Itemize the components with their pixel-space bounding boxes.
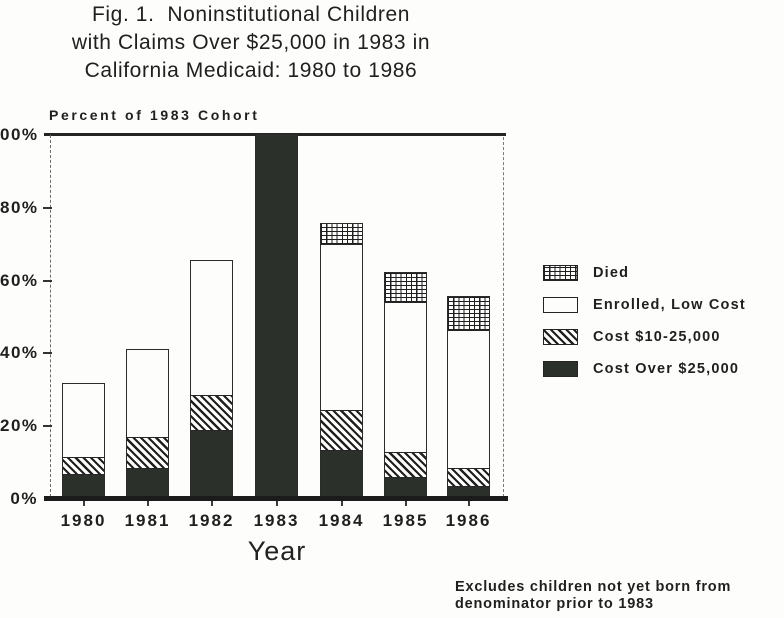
bar-1982-segment-diagonal bbox=[191, 395, 232, 430]
x-tick-label-1983: 1983 bbox=[253, 511, 300, 530]
x-tick-label-1986: 1986 bbox=[445, 511, 492, 530]
bar-1980 bbox=[62, 383, 105, 499]
bar-1985-segment-solid bbox=[385, 477, 426, 499]
bar-1984-segment-open bbox=[321, 244, 362, 410]
bar-1986-segment-diagonal bbox=[448, 468, 489, 487]
x-tick-mark-1983 bbox=[275, 501, 278, 506]
y-tick-label-40: 40% bbox=[0, 343, 39, 363]
x-tick-label-1982: 1982 bbox=[188, 511, 235, 530]
bar-1986-segment-open bbox=[448, 329, 489, 469]
bar-1984-segment-diagonal bbox=[321, 409, 362, 450]
legend-item: Enrolled, Low Cost bbox=[543, 297, 746, 313]
bar-1986-segment-solid bbox=[448, 486, 489, 499]
bar-1984-segment-grid bbox=[321, 224, 362, 245]
x-tick-mark-1980 bbox=[82, 501, 85, 506]
bar-1984 bbox=[320, 223, 363, 499]
bar-1982 bbox=[190, 259, 233, 499]
x-tick-label-1984: 1984 bbox=[318, 511, 365, 530]
x-tick-mark-1981 bbox=[146, 501, 149, 506]
bar-1985-segment-open bbox=[385, 302, 426, 452]
legend-swatch-grid bbox=[543, 265, 578, 281]
bar-1986 bbox=[447, 296, 490, 499]
y-tick-label-80: 80% bbox=[0, 197, 39, 217]
legend-item: Died bbox=[543, 265, 746, 281]
footnote: Excludes children not yet born from deno… bbox=[455, 579, 731, 613]
bar-1980-segment-solid bbox=[63, 473, 104, 499]
y-tick-mark-60 bbox=[43, 279, 52, 282]
footnote-line-2: denominator prior to 1983 bbox=[455, 596, 654, 612]
y-tick-label-100: 00% bbox=[0, 125, 39, 144]
footnote-line-1: Excludes children not yet born from bbox=[455, 579, 732, 595]
legend-label: Died bbox=[593, 265, 630, 281]
bar-1985-segment-grid bbox=[385, 273, 426, 303]
legend-label: Cost Over $25,000 bbox=[593, 361, 740, 377]
x-axis-title: Year bbox=[247, 536, 307, 566]
bar-1982-segment-solid bbox=[191, 429, 232, 499]
plot-right-border bbox=[503, 137, 504, 497]
y-tick-label-20: 20% bbox=[0, 416, 39, 436]
x-tick-label-1980: 1980 bbox=[60, 511, 107, 530]
bar-1985-segment-diagonal bbox=[385, 451, 426, 478]
figure-title: Fig. 1. Noninstitutional Children with C… bbox=[0, 1, 502, 85]
legend: Died Enrolled, Low Cost Cost $10-25,000 Cos… bbox=[543, 265, 746, 377]
figure-title-line-2: with Claims Over $25,000 in 1983 in bbox=[71, 31, 431, 54]
y-tick-mark-40 bbox=[43, 352, 52, 355]
x-axis-line bbox=[44, 496, 508, 501]
legend-item: Cost $10-25,000 bbox=[543, 329, 746, 345]
y-tick-mark-80 bbox=[43, 206, 52, 209]
plot-area bbox=[50, 134, 507, 499]
x-tick-label-1981: 1981 bbox=[124, 511, 171, 530]
bar-1985 bbox=[384, 272, 427, 499]
bar-1981-segment-open bbox=[127, 349, 168, 438]
y-tick-label-60: 60% bbox=[0, 270, 39, 290]
bar-1986-segment-grid bbox=[448, 297, 489, 330]
figure-title-line-3: California Medicaid: 1980 to 1986 bbox=[84, 59, 418, 82]
bar-1983 bbox=[255, 134, 298, 499]
x-tick-mark-1984 bbox=[340, 501, 343, 506]
legend-swatch-open bbox=[543, 297, 578, 313]
x-tick-mark-1986 bbox=[467, 501, 470, 506]
bar-1982-segment-open bbox=[191, 260, 232, 396]
x-tick-mark-1982 bbox=[210, 501, 213, 506]
bar-1980-segment-open bbox=[63, 384, 104, 458]
legend-swatch-solid bbox=[543, 361, 578, 377]
y-axis-line bbox=[50, 135, 51, 497]
y-axis-title: Percent of 1983 Cohort bbox=[49, 107, 260, 123]
legend-label: Enrolled, Low Cost bbox=[593, 297, 746, 313]
figure-title-line-1: Fig. 1. Noninstitutional Children bbox=[91, 3, 411, 26]
bar-1981-segment-solid bbox=[127, 468, 168, 499]
y-tick-label-0: 0% bbox=[10, 489, 38, 508]
y-tick-mark-20 bbox=[43, 425, 52, 428]
bar-1980-segment-diagonal bbox=[63, 457, 104, 474]
legend-item: Cost Over $25,000 bbox=[543, 361, 746, 377]
x-tick-label-1985: 1985 bbox=[382, 511, 429, 530]
bar-1983-segment-solid bbox=[256, 135, 297, 499]
legend-swatch-diagonal bbox=[543, 329, 578, 345]
x-tick-mark-1985 bbox=[404, 501, 407, 506]
bar-1981-segment-diagonal bbox=[127, 437, 168, 469]
bar-1984-segment-solid bbox=[321, 449, 362, 499]
bar-1981 bbox=[126, 348, 169, 499]
legend-label: Cost $10-25,000 bbox=[593, 329, 721, 345]
